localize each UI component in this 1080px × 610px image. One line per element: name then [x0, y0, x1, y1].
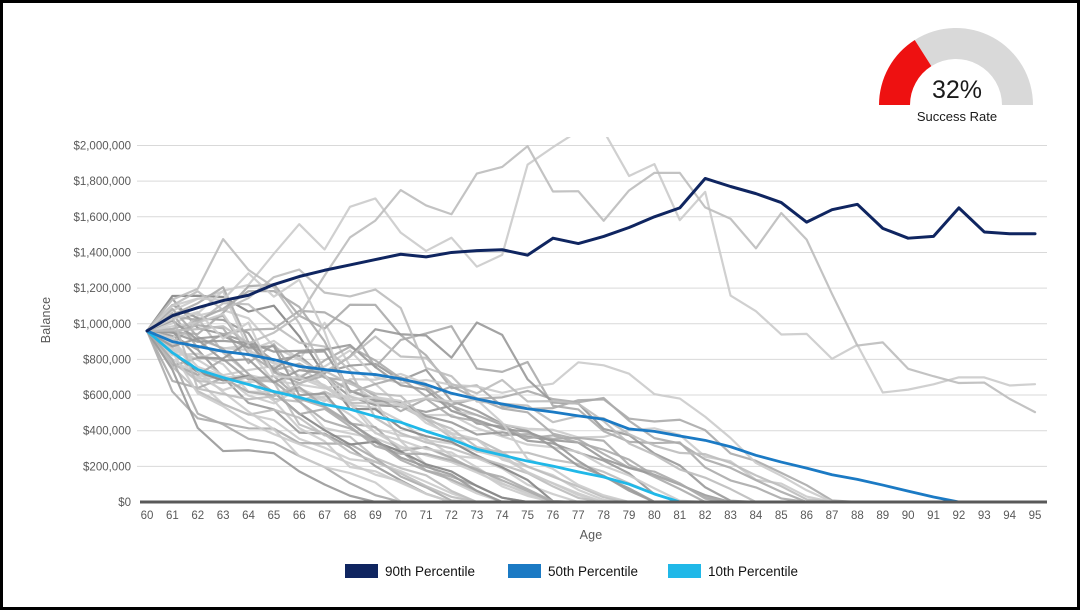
- x-tick-label: 68: [344, 510, 357, 522]
- simulation-path: [145, 302, 1037, 504]
- gauge-track-arc: [914, 28, 1033, 106]
- x-tick-label: 91: [927, 510, 940, 522]
- legend-swatch-10th: [668, 564, 701, 578]
- x-tick-label: 93: [978, 510, 991, 522]
- x-tick-label: 64: [242, 510, 255, 522]
- x-tick-label: 87: [826, 510, 839, 522]
- legend-label-90th: 90th Percentile: [385, 563, 476, 579]
- x-tick-label: 72: [445, 510, 458, 522]
- percentile-line-90th: [145, 176, 1037, 333]
- simulation-path: [145, 238, 1037, 504]
- y-tick-label: $1,800,000: [73, 176, 131, 188]
- legend-swatch-90th: [345, 564, 378, 578]
- y-tick-label: $2,000,000: [73, 141, 131, 153]
- x-tick-label: 71: [420, 510, 433, 522]
- x-tick-label: 82: [699, 510, 712, 522]
- x-tick-label: 70: [394, 510, 407, 522]
- x-axis-title: Age: [579, 528, 603, 542]
- x-tick-label: 75: [521, 510, 534, 522]
- x-tick-label: 86: [800, 510, 813, 522]
- x-tick-label: 60: [141, 510, 154, 522]
- x-tick-label: 83: [724, 510, 737, 522]
- x-tick-label: 88: [851, 510, 864, 522]
- y-tick-label: $400,000: [83, 426, 131, 438]
- y-tick-label: $1,600,000: [73, 212, 131, 224]
- y-tick-label: $1,400,000: [73, 247, 131, 259]
- gauge-caption: Success Rate: [916, 109, 998, 124]
- x-tick-label: 67: [318, 510, 331, 522]
- x-tick-label: 79: [623, 510, 636, 522]
- y-tick-label: $1,000,000: [73, 319, 131, 331]
- x-tick-label: 73: [470, 510, 483, 522]
- x-tick-label: 81: [673, 510, 686, 522]
- x-tick-label: 74: [496, 510, 509, 522]
- x-tick-label: 92: [952, 510, 965, 522]
- y-axis-title: Balance: [39, 296, 53, 344]
- success-rate-gauge: 32% Success Rate: [868, 18, 1048, 136]
- y-tick-label: $800,000: [83, 354, 131, 366]
- simulation-paths: [145, 137, 1037, 504]
- x-tick-label: 80: [648, 510, 661, 522]
- legend-item-50th-percentile: 50th Percentile: [508, 561, 638, 581]
- x-tick-label: 89: [876, 510, 889, 522]
- percentile-lines: [145, 176, 1037, 504]
- percentile-line-50th: [145, 329, 1037, 504]
- y-tick-label: $1,200,000: [73, 283, 131, 295]
- y-tick-label: $200,000: [83, 461, 131, 473]
- x-tick-label: 84: [750, 510, 763, 522]
- legend-label-10th: 10th Percentile: [708, 563, 799, 579]
- x-tick-label: 78: [597, 510, 610, 522]
- gauge-value-arc: [879, 39, 932, 105]
- x-tick-label: 61: [166, 510, 179, 522]
- x-tick-label: 65: [267, 510, 280, 522]
- simulation-path: [145, 303, 1037, 504]
- gauge-arc: [879, 28, 1033, 106]
- x-tick-label: 85: [775, 510, 788, 522]
- simulation-path: [145, 137, 1037, 394]
- legend-label-50th: 50th Percentile: [548, 563, 639, 579]
- x-tick-label: 77: [572, 510, 585, 522]
- x-tick-label: 66: [293, 510, 306, 522]
- x-tick-label: 62: [191, 510, 204, 522]
- legend-item-90th-percentile: 90th Percentile: [345, 561, 475, 581]
- x-tick-label: 69: [369, 510, 382, 522]
- chart-legend: 90th Percentile 50th Percentile 10th Per…: [0, 561, 1080, 583]
- legend-item-10th-percentile: 10th Percentile: [668, 561, 798, 581]
- gauge-value-label: 32%: [931, 76, 983, 104]
- x-tick-label: 95: [1029, 510, 1042, 522]
- x-tick-label: 94: [1003, 510, 1016, 522]
- y-tick-label: $600,000: [83, 390, 131, 402]
- x-tick-label: 90: [902, 510, 915, 522]
- x-tick-label: 63: [217, 510, 230, 522]
- y-tick-label: $0: [118, 497, 131, 509]
- x-tick-labels: 60 61 62 63 64 65 66 67 68 69 70 71 72 73 74 75 76 77 78 79…: [141, 510, 1042, 522]
- y-tick-labels: $0 $200,000 $400,000 $600,000 $800,000 $1,000…: [73, 141, 131, 510]
- x-tick-label: 76: [547, 510, 560, 522]
- legend-swatch-50th: [508, 564, 541, 578]
